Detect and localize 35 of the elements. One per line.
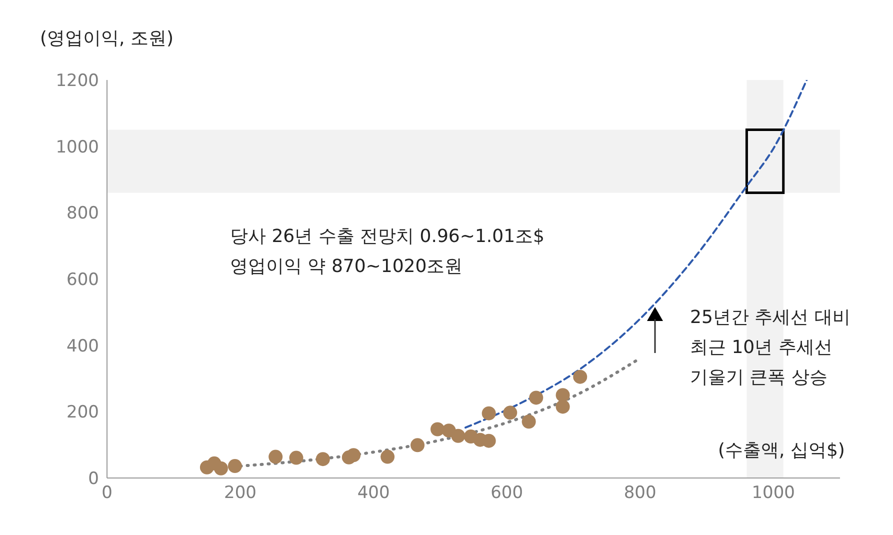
point: [268, 450, 283, 464]
point: [503, 406, 518, 420]
point: [380, 450, 395, 464]
y-tick-label: 1000: [56, 137, 99, 158]
annotation: 당사 26년 수출 전망치 0.96~1.01조$ 영업이익 약 870~1020조원: [230, 225, 544, 279]
point: [228, 459, 242, 474]
point: [522, 414, 536, 429]
point: [573, 370, 588, 384]
y-tick-label: 400: [66, 336, 99, 356]
x-tick-label: 200: [224, 483, 256, 504]
point: [451, 428, 466, 443]
y-tick-label: 1200: [56, 71, 99, 92]
y-tick-label: 800: [66, 204, 99, 224]
point: [430, 422, 445, 436]
point: [346, 448, 361, 462]
point: [289, 450, 304, 465]
point: [316, 452, 330, 466]
point: [556, 388, 570, 402]
annotation: 25년간 추세선 대비 최근 10년 추세선 기울기 큰폭 상승: [690, 306, 850, 390]
point: [482, 434, 496, 448]
point: [410, 438, 425, 452]
x-tick-label: 800: [624, 483, 656, 504]
x-axis-title: (수출액, 십억$): [718, 439, 845, 462]
y-tick-label: 0: [88, 469, 99, 490]
y-tick-label: 600: [66, 270, 99, 290]
x-tick-label: 400: [357, 483, 390, 504]
y-tick-label: 200: [66, 402, 99, 423]
point: [214, 461, 228, 476]
y-axis-title: (영업이익, 조원): [40, 27, 174, 50]
x-tick-label: 0: [102, 483, 112, 504]
x-tick-label: 1000: [752, 483, 795, 504]
point: [482, 406, 496, 420]
point: [556, 400, 570, 414]
x-tick-label: 600: [490, 483, 524, 504]
point: [529, 390, 544, 405]
